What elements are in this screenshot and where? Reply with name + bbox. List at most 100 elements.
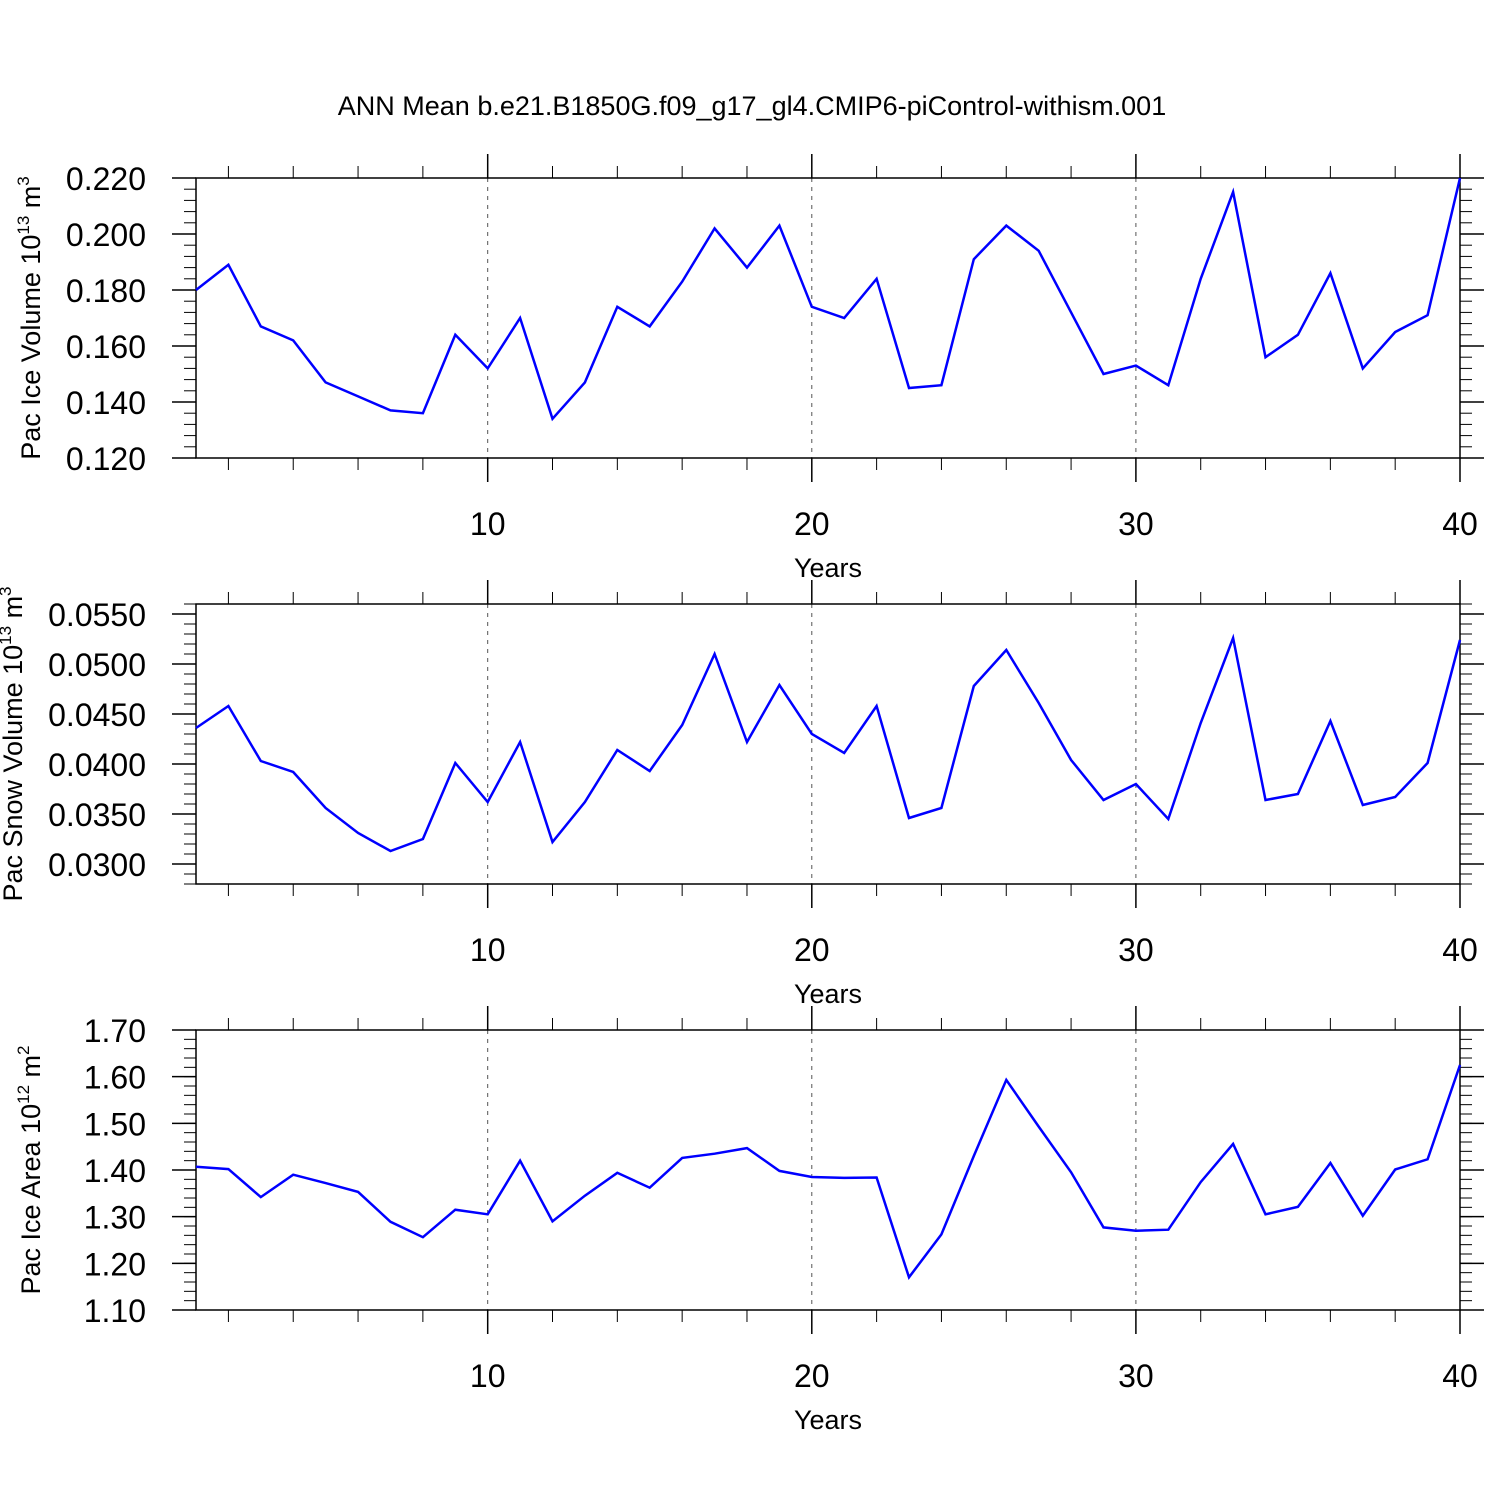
plot-frame: [195, 1029, 1461, 1311]
data-point: [1264, 1212, 1268, 1216]
data-point: [939, 1232, 943, 1236]
data-point: [745, 740, 749, 744]
y-tick-label: 1.60: [84, 1060, 146, 1096]
data-point: [486, 366, 490, 370]
x-tick-label: 20: [794, 932, 830, 968]
data-point: [939, 383, 943, 387]
data-point: [1296, 1205, 1300, 1209]
x-axis-label: Years: [794, 553, 862, 583]
data-point: [226, 704, 230, 708]
series-line: [195, 1064, 1462, 1280]
y-axis-label: Pac Ice Area 1012 m2: [14, 1045, 46, 1294]
y-axis-label-ylabel: Pac Snow Volume: [0, 675, 28, 902]
data-point: [875, 704, 879, 708]
data-point: [1037, 249, 1041, 253]
data-point: [810, 305, 814, 309]
data-point: [453, 333, 457, 337]
data-point: [713, 226, 717, 230]
data-point: [648, 769, 652, 773]
data-point: [421, 1235, 425, 1239]
data-point: [324, 380, 328, 384]
data-point: [1199, 721, 1203, 725]
x-tick-label: 30: [1118, 932, 1154, 968]
y-tick-label: 1.50: [84, 1106, 146, 1142]
y-axis-label-ylabel-unit-sym: m: [16, 186, 46, 216]
data-point: [356, 1190, 360, 1194]
y-axis-label-ylabel-unit-sym: m: [16, 1055, 46, 1085]
data-point: [421, 411, 425, 415]
data-point: [713, 1152, 717, 1156]
y-tick-label: 0.0550: [48, 597, 146, 633]
y-axis-label-ylabel-unit-pow: 3: [0, 586, 15, 595]
y-axis-label-ylabel-unit-base: 10: [16, 1104, 46, 1134]
data-point: [972, 684, 976, 688]
x-tick-label: 20: [794, 506, 830, 542]
data-point: [551, 1219, 555, 1223]
data-point: [1328, 719, 1332, 723]
data-point: [486, 1212, 490, 1216]
y-axis-label-ylabel-unit-pow: 2: [14, 1045, 33, 1054]
data-point: [388, 1220, 392, 1224]
data-point: [1361, 366, 1365, 370]
data-point: [1393, 330, 1397, 334]
data-point: [1393, 795, 1397, 799]
series-line: [195, 177, 1462, 422]
data-point: [453, 761, 457, 765]
data-point: [583, 800, 587, 804]
data-point: [1426, 761, 1430, 765]
data-point: [648, 324, 652, 328]
data-point: [1134, 364, 1138, 368]
data-point: [518, 316, 522, 320]
data-point: [1069, 310, 1073, 314]
data-point: [551, 417, 555, 421]
data-point: [1361, 803, 1365, 807]
data-point: [1069, 1170, 1073, 1174]
data-point: [1328, 1161, 1332, 1165]
y-tick-label: 0.0450: [48, 697, 146, 733]
data-point: [226, 263, 230, 267]
y-tick-label: 0.120: [66, 441, 146, 477]
data-point: [875, 1175, 879, 1179]
y-tick-label: 0.0400: [48, 747, 146, 783]
data-point: [1166, 1228, 1170, 1232]
data-point: [907, 386, 911, 390]
data-point: [1101, 372, 1105, 376]
y-axis-label-ylabel: Pac Ice Area: [16, 1134, 46, 1295]
data-point: [1361, 1214, 1365, 1218]
chart-panel-3: 10 20 30 40 Years 1.10 1.20 1.30 1.40 1.50 1.60 1.7…: [14, 1006, 1484, 1435]
data-point: [615, 748, 619, 752]
plot-frame: [195, 177, 1461, 459]
data-point: [615, 1171, 619, 1175]
data-point: [972, 257, 976, 261]
data-point: [680, 1156, 684, 1160]
data-point: [259, 1195, 263, 1199]
y-tick-label: 0.200: [66, 217, 146, 253]
data-point: [842, 1176, 846, 1180]
y-axis-label: Pac Ice Volume 1013 m3: [14, 176, 46, 460]
y-axis-label-ylabel-unit-exp: 12: [14, 1085, 33, 1104]
data-point: [388, 849, 392, 853]
data-point: [1069, 758, 1073, 762]
y-tick-label: 1.10: [84, 1293, 146, 1329]
data-point: [324, 1181, 328, 1185]
data-point: [810, 732, 814, 736]
data-point: [1166, 383, 1170, 387]
data-point: [875, 277, 879, 281]
y-axis-label-ylabel-unit-sym: m: [0, 596, 28, 626]
data-point: [194, 288, 198, 292]
x-tick-label: 40: [1442, 1358, 1478, 1394]
data-point: [1328, 271, 1332, 275]
data-point: [551, 840, 555, 844]
data-point: [810, 1175, 814, 1179]
chart-panel-2: 10 20 30 40 Years 0.0300 0.0350 0.0400 0.0450 0.0…: [0, 580, 1484, 1009]
data-point: [842, 316, 846, 320]
data-point: [777, 683, 781, 687]
x-tick-label: 40: [1442, 506, 1478, 542]
data-point: [259, 759, 263, 763]
data-point: [907, 1275, 911, 1279]
data-point: [1296, 792, 1300, 796]
y-axis-label-ylabel-unit-exp: 13: [14, 216, 33, 235]
data-point: [1166, 817, 1170, 821]
data-point: [194, 1165, 198, 1169]
data-point: [1037, 701, 1041, 705]
